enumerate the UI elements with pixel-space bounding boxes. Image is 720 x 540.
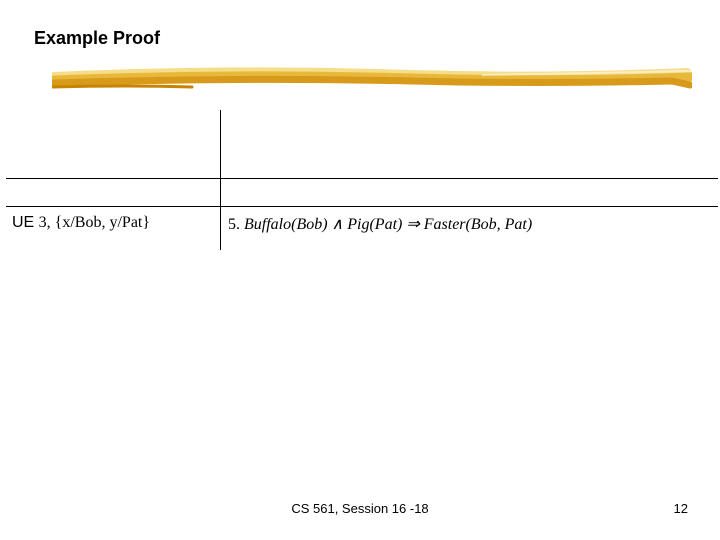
brush-stroke-icon <box>52 63 692 95</box>
proof-row-right: 5. Buffalo(Bob) ∧ Pig(Pat) ⇒ Faster(Bob,… <box>228 214 532 234</box>
substitution-text: 3, {x/Bob, y/Pat} <box>39 214 150 231</box>
page-number: 12 <box>674 501 688 516</box>
proof-row-left: UE 3, {x/Bob, y/Pat} <box>12 214 150 232</box>
table-hline-1 <box>6 178 718 179</box>
table-hline-2 <box>6 206 718 207</box>
formula-text: Buffalo(Bob) ∧ Pig(Pat) ⇒ Faster(Bob, Pa… <box>244 216 532 233</box>
slide-title: Example Proof <box>34 28 160 49</box>
step-number: 5. <box>228 216 244 233</box>
slide: Example Proof UE 3, {x/Bob, y/Pat} 5. Bu… <box>0 0 720 540</box>
slide-footer: CS 561, Session 16 -18 <box>0 501 720 516</box>
table-vertical-divider <box>220 110 221 250</box>
title-underline <box>52 63 692 95</box>
rule-label: UE <box>12 214 39 231</box>
